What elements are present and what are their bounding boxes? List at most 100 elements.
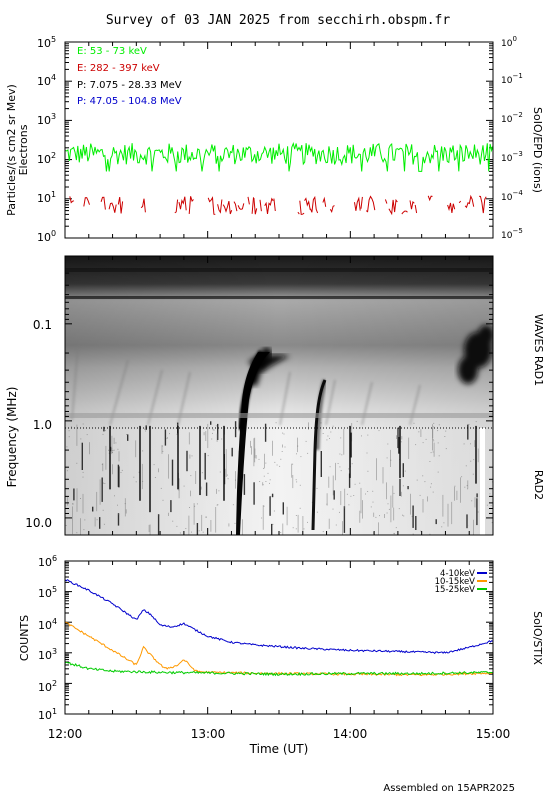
series-line-electron-high-segment bbox=[479, 195, 487, 214]
series-line-electron-high-segment bbox=[401, 210, 408, 215]
epd-y2-tick-m3: 10−3 bbox=[501, 150, 523, 164]
rad2-speck bbox=[102, 433, 104, 435]
epd-y-label: Particles/(s cm2 sr Mev) bbox=[5, 84, 18, 216]
rad2-speck bbox=[212, 429, 214, 431]
rad2-speck bbox=[470, 443, 471, 445]
rad2-speck bbox=[365, 493, 366, 495]
series-line-electron-high-segment bbox=[322, 196, 327, 207]
rad2-speck bbox=[104, 483, 106, 484]
rad2-speck bbox=[284, 446, 286, 448]
legend-electron-high: E: 282 - 397 keV bbox=[77, 63, 160, 74]
rad2-speck bbox=[66, 470, 68, 472]
rad2-speck bbox=[207, 455, 209, 457]
rad2-speck bbox=[366, 452, 368, 454]
x-axis-label: Time (UT) bbox=[249, 742, 309, 756]
rad2-speck bbox=[162, 450, 164, 452]
rad2-speck bbox=[393, 492, 395, 494]
rad2-speck bbox=[411, 516, 413, 518]
series-line-electron-high-segment bbox=[237, 203, 245, 210]
epd-y-tick-0: 100 bbox=[37, 229, 56, 244]
rad2-speck bbox=[65, 525, 67, 526]
rad2-speck bbox=[280, 532, 282, 533]
rad2-speck bbox=[372, 490, 374, 492]
rad2-speck bbox=[320, 422, 322, 424]
series-line-stix-15-25 bbox=[65, 661, 493, 677]
rad2-speck bbox=[422, 475, 424, 477]
rad1-label: WAVES RAD1 bbox=[532, 314, 545, 386]
rad2-speck bbox=[198, 530, 200, 532]
series-line-electron-high-segment bbox=[409, 200, 415, 210]
rad2-speck bbox=[80, 438, 82, 440]
series-line-electron-high-segment bbox=[447, 202, 456, 213]
epd-y2-tick-m2: 10−2 bbox=[501, 111, 523, 125]
rad2-speck bbox=[263, 505, 265, 507]
series-line-electron-high-segment bbox=[299, 200, 305, 215]
rad2-speck bbox=[292, 463, 294, 465]
epd-y2-tick-m1: 10−1 bbox=[501, 72, 523, 86]
rad2-speck bbox=[82, 423, 84, 425]
series-line-electron-high bbox=[69, 194, 487, 216]
rad2-speck bbox=[84, 519, 86, 521]
series-line-electron-high-segment bbox=[259, 199, 262, 212]
stix-y-tick-2: 102 bbox=[38, 679, 57, 694]
rad2-speck bbox=[433, 426, 435, 428]
rad2-speck bbox=[339, 453, 341, 455]
rad2-speck bbox=[307, 521, 308, 523]
rad2-speck bbox=[351, 463, 353, 465]
rad2-speck bbox=[404, 470, 406, 472]
series-line-electron-high-segment bbox=[354, 196, 361, 211]
rad2-speck bbox=[259, 481, 261, 482]
rad2-speck bbox=[329, 438, 330, 439]
rad2-speck bbox=[213, 429, 215, 431]
rad2-speck bbox=[430, 486, 432, 488]
series-line-electron-high-segment bbox=[178, 196, 187, 211]
rad2-speck bbox=[415, 444, 417, 446]
rad2-speck bbox=[76, 532, 78, 534]
stix-frame bbox=[64, 560, 494, 715]
rad2-speck bbox=[303, 528, 305, 530]
stix-y-tick-3: 103 bbox=[38, 647, 57, 662]
burst-13-05 bbox=[236, 346, 290, 535]
rad2-speck bbox=[281, 451, 283, 452]
rad2-speck bbox=[438, 424, 440, 426]
rad2-speck bbox=[387, 503, 389, 505]
rad2-speck bbox=[429, 533, 431, 535]
rad2-speck bbox=[297, 445, 299, 447]
rad2-speck bbox=[124, 503, 126, 505]
rad2-speck bbox=[360, 427, 361, 429]
rad2-speck bbox=[189, 507, 190, 508]
rad2-speck bbox=[367, 434, 369, 436]
legend-electron-low: E: 53 - 73 keV bbox=[77, 46, 147, 57]
rad2-speck bbox=[441, 526, 443, 528]
series-line-electron-high-segment bbox=[188, 196, 194, 214]
epd-y-label-2: Electrons bbox=[17, 124, 30, 175]
rad2-speck bbox=[232, 504, 234, 506]
rad2-speck bbox=[340, 437, 342, 439]
rad2-speck bbox=[82, 476, 84, 478]
rad2-speck bbox=[166, 438, 168, 439]
legend-proton-low: P: 7.075 - 28.33 MeV bbox=[77, 80, 182, 91]
rad2-speck bbox=[389, 426, 391, 428]
rad2-speck bbox=[115, 442, 117, 444]
rad2-speck bbox=[424, 481, 426, 483]
rad2-speck bbox=[76, 462, 78, 464]
series-line-electron-high-segment bbox=[310, 195, 319, 214]
rad2-speck bbox=[296, 453, 297, 455]
legend-stix-4-10: 4-10keV bbox=[440, 569, 475, 579]
rad2-speck bbox=[226, 474, 228, 476]
series-line-electron-high-segment bbox=[247, 196, 250, 205]
x-tick-13-00: 13:00 bbox=[191, 727, 226, 741]
rad2-speck bbox=[72, 503, 74, 504]
rad2-speck bbox=[299, 484, 301, 486]
rad2-speck bbox=[443, 522, 445, 524]
rad2-speck bbox=[219, 471, 221, 473]
rad2-speck bbox=[490, 505, 492, 507]
rad2-speck bbox=[437, 471, 439, 473]
epd-y-ticks-left: 100 101 102 103 104 105 bbox=[37, 35, 56, 244]
rad2-speck bbox=[429, 461, 431, 462]
series-line-electron-high-segment bbox=[464, 194, 475, 209]
rad2-speck bbox=[463, 443, 465, 445]
series-line-electron-high-segment bbox=[174, 199, 179, 214]
series-line-electron-high-segment bbox=[140, 198, 146, 213]
